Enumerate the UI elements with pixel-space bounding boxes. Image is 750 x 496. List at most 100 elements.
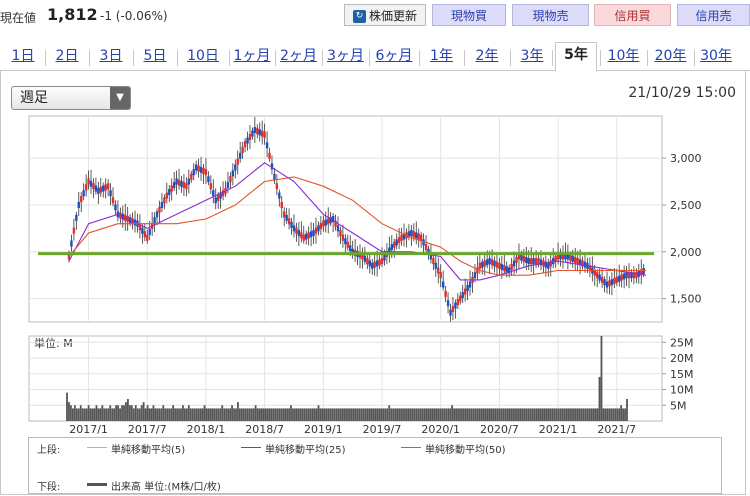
volume-bar <box>494 408 497 421</box>
volume-bar <box>158 408 161 421</box>
margin-sell-button[interactable]: 信用売 <box>677 4 750 26</box>
price-candle-body <box>92 183 95 190</box>
refresh-price-button[interactable]: ↻ 株価更新 <box>344 4 426 26</box>
price-candle-body <box>525 256 528 263</box>
tab-14[interactable]: 10年 <box>607 48 640 64</box>
tab-2[interactable]: 2日 <box>55 48 79 64</box>
tab-separator <box>89 50 90 66</box>
tab-8[interactable]: 3ヶ月 <box>327 48 364 64</box>
volume-bar <box>113 408 116 421</box>
chart-datetime: 21/10/29 15:00 <box>628 85 736 101</box>
quote-header: 現在値 1,812 -1 (-0.06%) ↻ 株価更新 現物買 現物売 信用買 … <box>0 0 750 34</box>
volume-bar <box>543 408 546 421</box>
volume-bar <box>598 376 601 421</box>
volume-bar <box>419 408 422 421</box>
volume-bar <box>138 408 141 421</box>
price-candle-body <box>473 272 477 279</box>
volume-bar <box>235 408 237 421</box>
volume-bar <box>107 408 110 421</box>
price-candle-body <box>640 269 643 276</box>
tab-separator <box>510 50 511 66</box>
price-candle-body <box>605 281 609 288</box>
price-candle-body <box>625 272 628 279</box>
price-candle-body <box>268 152 271 159</box>
price-candle-body <box>194 164 198 171</box>
cash-sell-button[interactable]: 現物売 <box>512 4 589 26</box>
price-candle-body <box>412 231 416 238</box>
price-candle-body <box>574 256 577 263</box>
tab-15[interactable]: 20年 <box>654 48 687 64</box>
price-candle-body <box>346 241 349 248</box>
tab-9[interactable]: 6ヶ月 <box>375 48 413 64</box>
volume-y-tick-label: 20M <box>670 352 694 365</box>
volume-bar <box>205 408 208 421</box>
price-candle-body <box>490 259 494 266</box>
price-candle-body <box>187 178 191 185</box>
price-candle-body <box>251 130 254 137</box>
volume-bar <box>303 408 306 421</box>
volume-bar <box>262 408 265 421</box>
volume-bar <box>327 408 330 421</box>
volume-bar <box>474 408 477 421</box>
tab-12[interactable]: 3年 <box>520 48 544 64</box>
volume-bar <box>504 408 507 421</box>
price-candle-body <box>578 259 582 266</box>
volume-bar <box>89 408 92 421</box>
volume-y-tick-label: 10M <box>670 384 694 397</box>
price-candle-body <box>439 272 442 279</box>
tab-10[interactable]: 1年 <box>430 48 453 64</box>
volume-bar <box>415 408 418 421</box>
volume-bar <box>423 408 426 421</box>
price-candle-body <box>510 263 513 270</box>
tab-separator <box>464 50 465 66</box>
volume-bar <box>297 408 300 421</box>
tab-7[interactable]: 2ヶ月 <box>280 48 317 64</box>
price-candle-body <box>285 214 288 221</box>
price-candle-body <box>407 231 411 238</box>
price-candle-body <box>393 241 396 248</box>
x-tick-label: 2017/7 <box>128 423 167 436</box>
tab-5[interactable]: 10日 <box>187 48 219 64</box>
tab-4[interactable]: 5日 <box>143 48 167 64</box>
volume-bar <box>573 408 575 421</box>
volume-bar <box>502 408 505 421</box>
tab-1[interactable]: 1日 <box>11 48 35 64</box>
volume-bar <box>288 408 290 421</box>
tab-separator <box>369 50 370 66</box>
tab-16[interactable]: 30年 <box>700 48 732 64</box>
cash-buy-button[interactable]: 現物買 <box>432 4 506 26</box>
volume-bar <box>594 408 597 421</box>
tab-6[interactable]: 1ヶ月 <box>233 48 271 64</box>
price-candle-body <box>314 227 318 234</box>
tab-separator <box>275 50 276 66</box>
legend-upper-label: 上段: <box>37 445 61 456</box>
margin-buy-button[interactable]: 信用買 <box>594 4 671 26</box>
volume-bar <box>557 408 560 421</box>
volume-bar <box>154 408 157 421</box>
volume-bar <box>470 408 473 421</box>
volume-bar <box>260 408 263 421</box>
volume-bar <box>535 408 538 421</box>
tab-11[interactable]: 2年 <box>475 48 499 64</box>
price-candle-body <box>500 263 504 270</box>
price-candle-body <box>165 192 169 199</box>
volume-bar <box>396 408 399 421</box>
volume-bar <box>370 408 373 421</box>
chart-interval-select[interactable]: 週足 ▼ <box>11 86 131 110</box>
volume-bar <box>537 408 540 421</box>
price-candle-body <box>297 230 301 237</box>
price-candle-body <box>449 309 452 316</box>
price-candle-body <box>539 259 543 266</box>
tab-3[interactable]: 3日 <box>99 48 123 64</box>
price-candle-body <box>632 272 636 279</box>
volume-bar <box>182 405 184 421</box>
price-candle-body <box>336 225 340 232</box>
tab-13[interactable]: 5年 <box>555 42 597 72</box>
price-candle-body <box>216 194 220 201</box>
price-candle-body <box>256 128 259 135</box>
price-candle-body <box>260 130 264 137</box>
volume-bar <box>295 408 298 421</box>
volume-bar <box>351 408 353 421</box>
volume-bar <box>510 408 512 421</box>
price-candle-body <box>427 248 430 255</box>
